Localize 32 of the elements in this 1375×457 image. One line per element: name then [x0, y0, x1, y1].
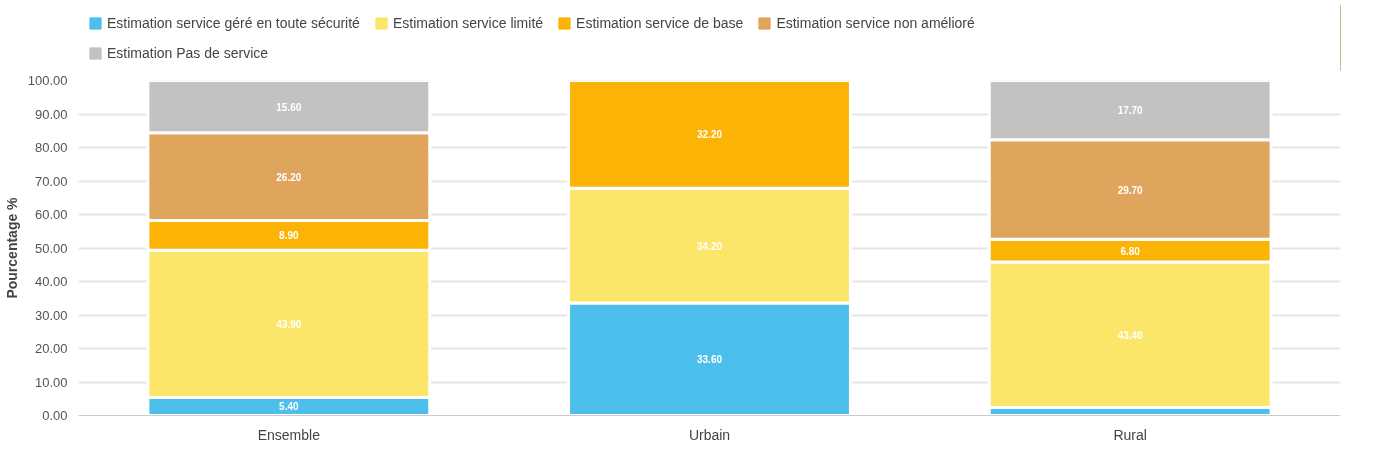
y-tick-label: 70.00 — [34, 173, 68, 189]
y-tick-label: 30.00 — [34, 307, 68, 323]
data-label: 43.40 — [1117, 329, 1144, 341]
x-tick-label: Ensemble — [257, 426, 321, 443]
y-tick-label: 50.00 — [34, 240, 68, 256]
data-label: 26.20 — [276, 171, 302, 183]
legend-label: Estimation service non amélioré — [776, 15, 975, 31]
y-tick-label: 0.00 — [42, 408, 68, 423]
data-label: 8.90 — [279, 230, 299, 242]
data-label: 17.70 — [1117, 105, 1144, 117]
data-label: 32.20 — [696, 129, 723, 141]
y-axis-title: Pourcentage % — [3, 196, 20, 299]
data-label: 33.60 — [696, 354, 723, 366]
data-label: 34.20 — [696, 240, 723, 252]
legend-label: Estimation service de base — [576, 15, 744, 31]
y-tick-label: 90.00 — [34, 106, 68, 122]
y-tick-label: 80.00 — [34, 140, 68, 155]
y-tick-label: 100.00 — [27, 73, 68, 88]
y-tick-label: 60.00 — [34, 207, 68, 222]
legend-label: Estimation service limité — [392, 15, 544, 31]
y-tick-label: 40.00 — [34, 274, 68, 289]
data-label: 43.90 — [276, 318, 302, 330]
legend-label: Estimation service géré en toute sécurité — [107, 15, 360, 31]
data-label: 15.60 — [276, 101, 302, 113]
legend-label: Estimation Pas de service — [107, 45, 269, 61]
y-tick-label: 10.00 — [34, 374, 68, 390]
data-label: 29.70 — [1117, 184, 1144, 196]
data-label: 6.80 — [1120, 245, 1141, 257]
y-tick-label: 20.00 — [34, 341, 68, 356]
x-tick-label: Rural — [1113, 426, 1147, 443]
data-label: 5.40 — [279, 401, 299, 413]
x-tick-label: Urbain — [688, 426, 731, 443]
